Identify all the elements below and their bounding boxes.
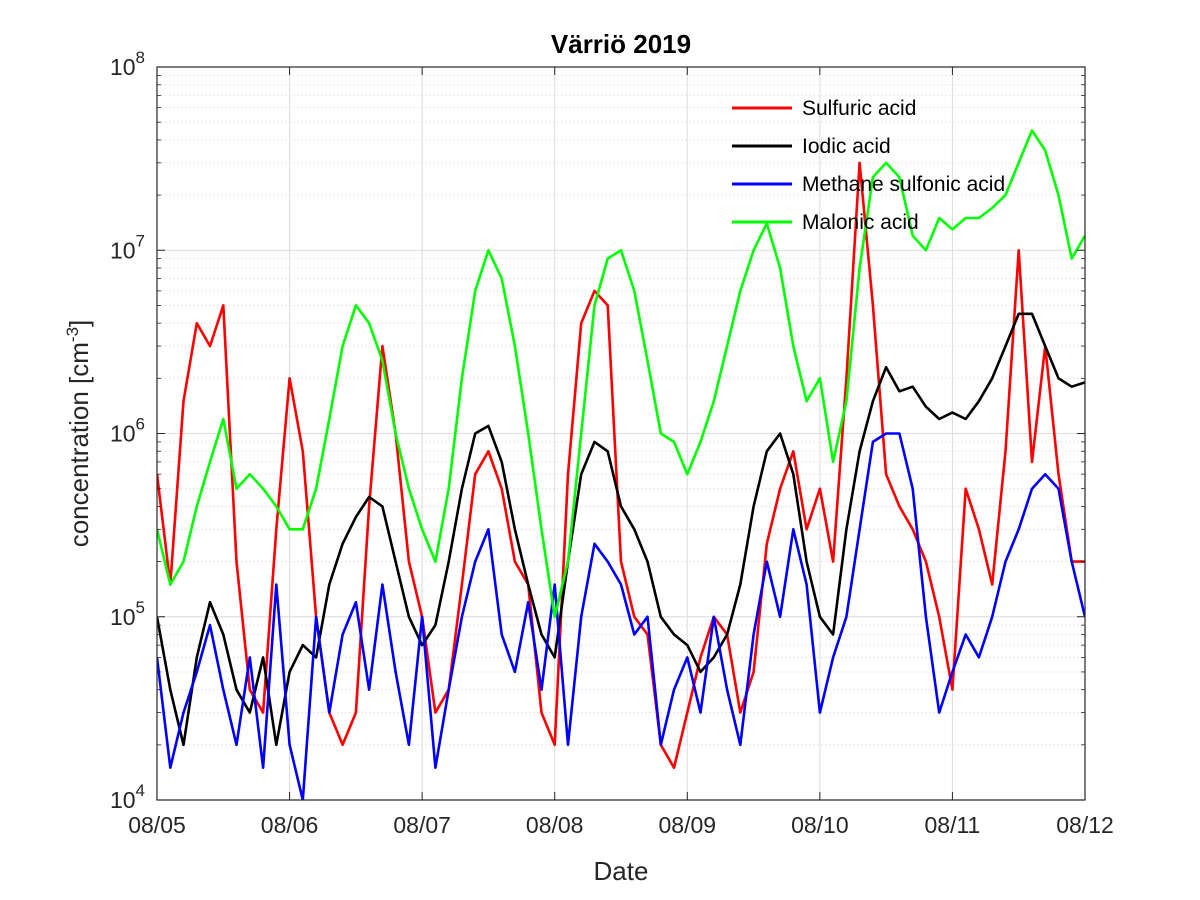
x-tick-label: 08/08: [526, 812, 584, 838]
chart-legend: Sulfuric acid Iodic acid Methane sulfonic …: [732, 97, 1005, 234]
y-tick-label: 106: [110, 415, 145, 447]
axis-ticks: [156, 66, 1086, 801]
y-tick-exponent: 7: [136, 231, 145, 250]
series-line-malonic-acid: [157, 129, 1085, 619]
y-axis-title-text: concentration [cm: [64, 342, 94, 547]
x-axis-title: Date: [594, 856, 649, 886]
y-tick-exponent: 6: [136, 415, 145, 434]
legend-item: Methane sulfonic acid: [732, 173, 1005, 196]
y-tick-base: 10: [110, 237, 136, 263]
x-tick-label: 08/06: [261, 812, 319, 838]
y-tick-base: 10: [110, 604, 136, 630]
legend-label: Malonic acid: [802, 211, 919, 234]
legend-item: Sulfuric acid: [732, 97, 916, 120]
x-tick-label: 08/11: [924, 812, 980, 838]
y-tick-label: 105: [110, 598, 145, 630]
y-tick-label: 108: [110, 48, 145, 80]
legend-label: Iodic acid: [802, 135, 891, 158]
y-tick-base: 10: [110, 787, 136, 813]
x-tick-label: 08/12: [1056, 812, 1114, 838]
y-axis-title-exponent: -3: [63, 327, 82, 342]
x-tick-label: 08/05: [128, 812, 186, 838]
legend-label: Sulfuric acid: [802, 97, 916, 120]
x-tick-label: 08/10: [791, 812, 849, 838]
y-axis-title-close: ]: [64, 320, 94, 327]
y-tick-exponent: 8: [136, 48, 145, 67]
y-tick-base: 10: [110, 54, 136, 80]
chart-title: Värriö 2019: [551, 29, 691, 59]
series-line-iodic-acid: [157, 312, 1085, 747]
legend-item: Malonic acid: [732, 211, 919, 234]
y-tick-exponent: 5: [136, 598, 145, 617]
legend-label: Methane sulfonic acid: [802, 173, 1005, 196]
y-tick-label: 107: [110, 231, 145, 263]
y-tick-label: 104: [110, 781, 145, 813]
x-tick-label: 08/09: [659, 812, 717, 838]
y-tick-exponent: 4: [136, 781, 145, 800]
x-tick-labels: 08/05 08/06 08/07 08/08 08/09 08/10 08/11 08/12: [128, 812, 1114, 838]
grid-lines: [156, 66, 1086, 801]
series-line-sulfuric-acid: [157, 161, 1085, 770]
series-layer: [157, 129, 1085, 800]
legend-item: Iodic acid: [732, 135, 891, 158]
y-axis-title: concentration [cm-3]: [63, 320, 94, 548]
y-tick-base: 10: [110, 421, 136, 447]
x-tick-label: 08/07: [393, 812, 451, 838]
series-line-methane-sulfonic-acid: [157, 432, 1085, 800]
